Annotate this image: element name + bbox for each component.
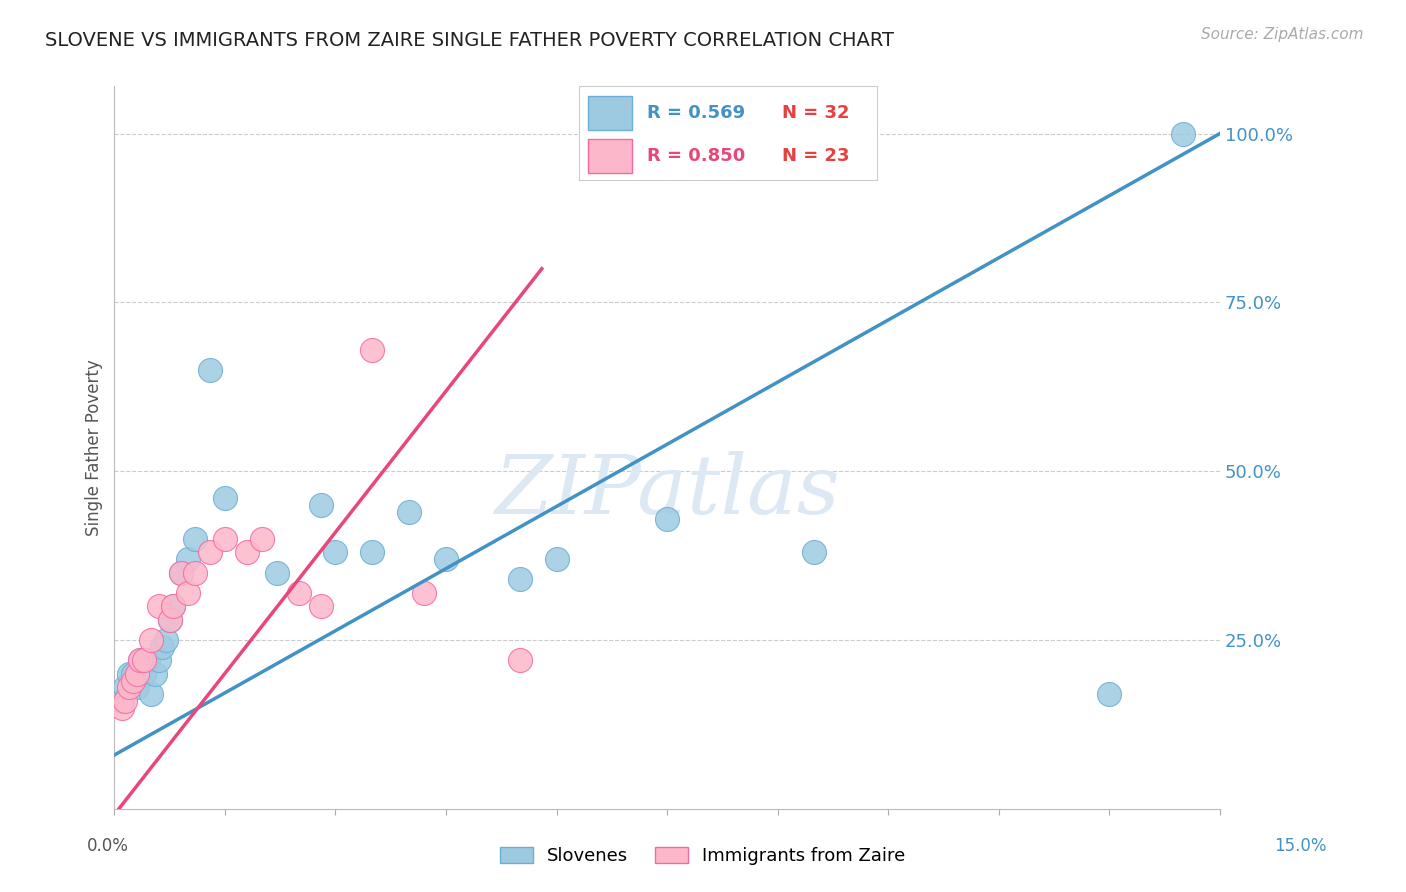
Point [129,653,152,667]
Point [184,566,207,580]
Point [162,599,184,614]
Text: ZIPatlas: ZIPatlas [495,451,839,531]
Legend: Slovenes, Immigrants from Zaire: Slovenes, Immigrants from Zaire [494,839,912,872]
Point [309,498,332,512]
Point [266,566,288,580]
Point [125,667,148,681]
Point [111,694,134,708]
Point [184,532,207,546]
Point [803,545,825,559]
Point [361,545,384,559]
Point [129,653,152,667]
Text: SLOVENE VS IMMIGRANTS FROM ZAIRE SINGLE FATHER POVERTY CORRELATION CHART: SLOVENE VS IMMIGRANTS FROM ZAIRE SINGLE … [45,31,894,50]
Point [162,599,184,614]
Point [141,687,163,701]
Point [1098,687,1121,701]
Point [143,667,166,681]
Point [121,673,143,688]
Point [309,599,332,614]
Point [141,633,163,648]
Point [361,343,384,357]
Point [250,532,273,546]
Point [125,681,148,695]
Point [200,363,222,377]
Point [150,640,173,654]
Point [412,586,434,600]
Text: 0.0%: 0.0% [87,837,129,855]
Point [118,667,141,681]
Point [132,667,155,681]
Point [132,653,155,667]
Point [214,491,236,506]
Point [114,694,136,708]
Point [118,681,141,695]
Point [177,552,200,566]
Point [111,700,134,714]
Point [398,505,420,519]
Point [200,545,222,559]
Point [121,667,143,681]
Point [136,653,159,667]
Point [177,586,200,600]
Point [287,586,309,600]
Point [148,599,170,614]
Point [655,511,678,525]
Point [214,532,236,546]
Point [114,681,136,695]
Point [325,545,347,559]
Y-axis label: Single Father Poverty: Single Father Poverty [86,359,103,536]
Point [170,566,193,580]
Point [236,545,259,559]
Point [1171,127,1194,141]
Point [155,633,177,648]
Point [546,552,568,566]
Point [509,653,531,667]
Point [170,566,193,580]
Text: Source: ZipAtlas.com: Source: ZipAtlas.com [1201,27,1364,42]
Point [434,552,457,566]
Point [159,613,181,627]
Point [159,613,181,627]
Point [509,573,531,587]
Text: 15.0%: 15.0% [1274,837,1327,855]
Point [148,653,170,667]
